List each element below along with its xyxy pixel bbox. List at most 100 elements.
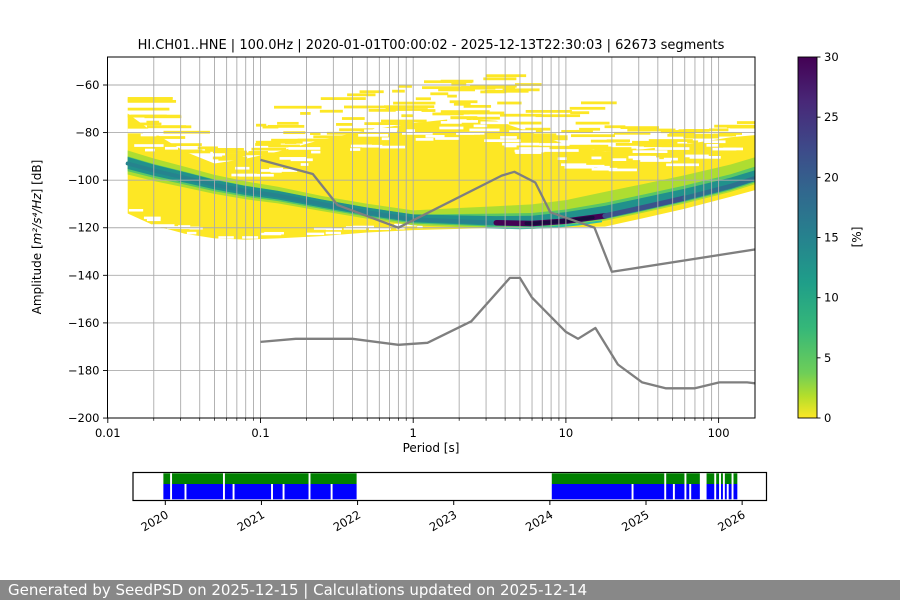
timeline-coverage-blue — [724, 484, 727, 500]
timeline-coverage-green — [666, 473, 685, 484]
psd-hole — [504, 144, 517, 148]
psd-hole — [178, 225, 191, 228]
psd-hole — [723, 147, 744, 151]
psd-streak — [643, 144, 692, 148]
psd-hole — [415, 138, 434, 141]
psd-streak — [268, 144, 300, 148]
timeline-coverage-blue — [716, 484, 720, 500]
footer-bar: Generated by SeedPSD on 2025-12-15 | Cal… — [0, 580, 900, 600]
psd-hole — [264, 231, 284, 235]
psd-streak — [368, 108, 396, 112]
psd-streak — [319, 109, 343, 113]
colorbar-tick-label: 25 — [824, 110, 839, 124]
y-tick-label: −160 — [68, 316, 100, 330]
psd-hole — [458, 120, 478, 123]
psd-hole — [628, 155, 651, 159]
y-tick-label: −200 — [68, 411, 100, 425]
y-tick-label: −120 — [68, 221, 100, 235]
psd-streak — [570, 111, 590, 115]
psd-streak — [262, 125, 279, 129]
psd-hole — [242, 236, 259, 239]
psd-hole — [542, 149, 579, 152]
y-tick-label: −140 — [68, 268, 100, 282]
psd-streak — [525, 109, 572, 113]
psd-streak — [620, 126, 659, 130]
timeline-coverage-blue — [234, 484, 272, 500]
psd-streak — [570, 134, 615, 138]
psd-streak — [336, 123, 353, 126]
plot-title: HI.CH01..HNE | 100.0Hz | 2020-01-01T00:0… — [137, 38, 725, 53]
psd-streak — [380, 119, 427, 123]
psd-hole — [561, 163, 587, 167]
psd-streak — [267, 124, 305, 128]
psd-hole — [685, 154, 709, 158]
psd-streak — [627, 128, 676, 132]
timeline-coverage-blue — [551, 484, 632, 500]
psd-hole — [502, 142, 540, 146]
psd-streak — [146, 125, 192, 129]
psd-streak — [248, 151, 268, 154]
psd-streak — [530, 133, 557, 137]
psd-streak — [502, 88, 540, 92]
psd-hole — [311, 150, 321, 154]
psd-hole — [374, 127, 398, 131]
psd-hole — [153, 224, 172, 228]
psd-streak — [364, 122, 412, 126]
psd-streak — [667, 133, 709, 137]
colorbar: 0 5 10 15 20 25 30 — [797, 50, 839, 425]
psd-streak — [251, 147, 287, 151]
psd-streak — [586, 146, 612, 150]
psd-streak — [255, 143, 281, 146]
psd-hole — [145, 148, 155, 152]
psd-hole — [439, 126, 464, 130]
colorbar-tick-label: 20 — [824, 170, 839, 184]
timeline-coverage-blue — [310, 484, 331, 500]
psd-streak — [535, 114, 581, 118]
colorbar-tick-label: 0 — [824, 411, 831, 425]
timeline-coverage-blue — [686, 484, 690, 500]
colorbar-tick-label: 30 — [824, 50, 839, 64]
psd-hole — [350, 144, 372, 148]
timeline-year-label: 2022 — [331, 507, 363, 534]
psd-hole — [499, 139, 510, 143]
psd-streak — [594, 148, 637, 152]
psd-streak — [470, 84, 517, 88]
timeline-coverage-blue — [224, 484, 233, 500]
psd-streak — [389, 108, 428, 111]
psd-streak — [494, 121, 542, 125]
psd-streak — [440, 79, 474, 83]
psd-streak — [678, 130, 705, 133]
psd-hole — [352, 225, 374, 229]
psd-hole — [313, 227, 333, 230]
psd-hole — [666, 163, 699, 167]
psd-hole — [406, 129, 415, 132]
psd-streak — [514, 83, 542, 86]
timeline-coverage-blue — [733, 484, 738, 500]
psd-hole — [300, 163, 309, 166]
colorbar-bar — [797, 56, 818, 419]
colorbar-tick-label: 5 — [824, 351, 831, 365]
psd-hole — [557, 157, 567, 160]
psd-streak — [271, 138, 312, 142]
psd-mode-core-darkest — [524, 215, 595, 226]
psd-streak — [598, 147, 632, 150]
psd-streak — [604, 125, 626, 129]
psd-hole — [402, 132, 433, 135]
psd-streak — [238, 152, 285, 156]
psd-streak — [256, 123, 267, 127]
psd-streak — [167, 149, 203, 153]
psd-streak — [613, 131, 651, 135]
psd-streak — [648, 139, 693, 142]
timeline-coverage-blue — [706, 484, 715, 500]
psd-hole — [381, 137, 390, 141]
timeline-year-label: 2021 — [235, 507, 267, 534]
timeline-coverage-green — [706, 473, 715, 484]
psd-streak — [422, 86, 469, 90]
psd-hole — [134, 144, 164, 147]
psd-hole — [440, 121, 462, 124]
psd-hole — [509, 130, 536, 133]
y-tick-label: −80 — [75, 126, 99, 140]
psd-streak — [401, 114, 413, 118]
psd-hole — [500, 136, 517, 139]
psd-mode-core-teal-left — [125, 161, 534, 226]
